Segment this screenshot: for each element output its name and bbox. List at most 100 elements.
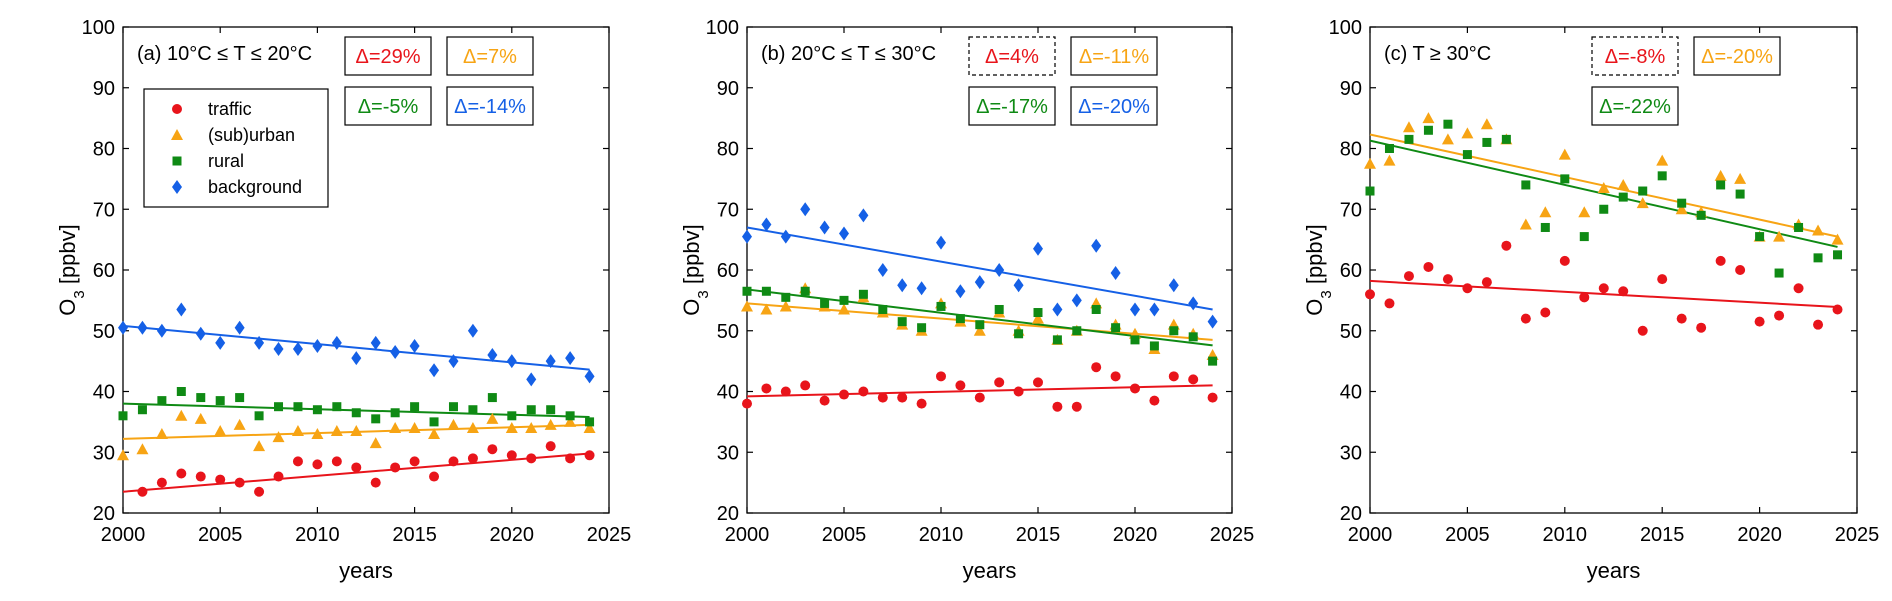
- data-point-rural: [312, 405, 322, 415]
- data-point-background: [506, 354, 517, 369]
- data-point-rural: [1111, 323, 1121, 333]
- panel-1: 20 30 40 50 60 70 80 90 100 2000 2005 2010 2015 2020 2…: [55, 17, 631, 583]
- data-point-suburban: [117, 449, 129, 461]
- data-point-background: [1168, 278, 1179, 293]
- data-point-background: [1207, 314, 1218, 329]
- data-point-suburban: [779, 300, 792, 312]
- data-point-rural: [936, 301, 946, 311]
- data-point-rural: [1794, 222, 1804, 232]
- x-tick-label: 2005: [198, 524, 243, 546]
- data-point-background: [156, 323, 167, 338]
- data-point-rural: [1384, 144, 1394, 153]
- series-rural: [118, 387, 595, 427]
- y-axis-label: O3 [ppbv]: [1302, 224, 1335, 316]
- legend-label-traffic: traffic: [208, 99, 252, 119]
- data-point-traffic: [254, 486, 265, 497]
- data-point-background: [1130, 302, 1140, 317]
- data-point-traffic: [1033, 377, 1043, 388]
- data-point-rural: [487, 393, 497, 403]
- series-suburban: [117, 409, 596, 461]
- data-point-background: [742, 229, 752, 244]
- data-point-background: [1188, 296, 1199, 311]
- data-point-rural: [1423, 125, 1433, 135]
- data-point-rural: [820, 298, 830, 308]
- delta-label-traffic: Δ=-8%: [1605, 46, 1666, 68]
- y-tick-label: 60: [1340, 260, 1362, 282]
- y-tick-label: 80: [717, 139, 739, 161]
- data-point-suburban: [1812, 224, 1825, 236]
- data-point-rural: [351, 408, 361, 418]
- y-axis-label: O3 [ppbv]: [679, 224, 712, 316]
- x-tick-label: 2015: [1640, 524, 1685, 546]
- trend-line-traffic: [1369, 279, 1838, 309]
- panel-title: (b) 20°C ≤ T ≤ 30°C: [761, 43, 936, 65]
- data-point-rural: [761, 286, 771, 296]
- delta-label-rural: Δ=-5%: [358, 96, 419, 118]
- x-tick-label: 2000: [101, 524, 146, 546]
- y-tick-label: 30: [717, 442, 739, 464]
- data-point-traffic: [565, 453, 576, 464]
- data-point-background: [312, 338, 323, 353]
- data-point-rural: [293, 402, 303, 412]
- data-point-rural: [371, 414, 381, 424]
- x-tick-label: 2020: [1737, 524, 1782, 546]
- data-point-background: [176, 302, 187, 317]
- x-tick-label: 2010: [919, 524, 964, 546]
- delta-box-rural: [1591, 86, 1679, 126]
- data-point-rural: [1130, 335, 1140, 345]
- delta-box-suburban: [446, 36, 534, 76]
- data-point-background: [429, 363, 440, 378]
- data-point-rural: [1521, 180, 1531, 190]
- legend-marker-suburban: [171, 129, 183, 140]
- data-point-suburban: [1734, 172, 1747, 184]
- data-point-rural: [196, 393, 206, 403]
- delta-label-suburban: Δ=-11%: [1079, 46, 1149, 68]
- data-point-background: [234, 320, 245, 335]
- data-point-background: [1013, 278, 1024, 293]
- data-point-suburban: [1617, 178, 1630, 190]
- data-point-suburban: [1441, 133, 1454, 145]
- data-point-background: [936, 235, 946, 250]
- data-point-suburban: [525, 421, 538, 433]
- trend-line-rural: [1369, 139, 1838, 248]
- data-point-background: [916, 281, 927, 296]
- x-tick-label: 2020: [490, 524, 535, 546]
- legend-marker-background: [172, 180, 182, 194]
- data-point-background: [1052, 302, 1063, 317]
- delta-label-rural: Δ=-22%: [1599, 96, 1671, 118]
- data-point-traffic: [936, 371, 946, 382]
- trend-line-traffic: [122, 452, 590, 493]
- data-point-traffic: [1774, 310, 1785, 321]
- data-point-traffic: [1462, 283, 1473, 294]
- data-point-rural: [1188, 332, 1198, 342]
- data-point-suburban: [233, 418, 246, 430]
- data-point-background: [331, 335, 342, 350]
- data-point-traffic: [819, 395, 830, 406]
- data-point-traffic: [1149, 395, 1160, 406]
- data-point-traffic: [1559, 255, 1570, 266]
- data-point-suburban: [311, 428, 324, 440]
- data-point-traffic: [273, 471, 284, 482]
- panel-3: 20 30 40 50 60 70 80 90 100 2000 2005 2010 2015 2020 2…: [1302, 17, 1879, 583]
- delta-box-traffic: [968, 36, 1056, 76]
- x-tick-label: 2020: [1113, 524, 1158, 546]
- data-point-background: [1071, 293, 1082, 308]
- data-point-background: [1091, 238, 1102, 253]
- data-point-suburban: [486, 412, 499, 424]
- data-point-background: [254, 335, 265, 350]
- data-point-rural: [1716, 180, 1726, 190]
- data-point-rural: [975, 320, 985, 330]
- data-point-traffic: [1754, 316, 1765, 327]
- data-point-suburban: [253, 440, 266, 452]
- data-point-background: [819, 220, 830, 235]
- data-point-traffic: [955, 380, 966, 391]
- data-point-suburban: [1831, 233, 1844, 245]
- series-traffic: [742, 362, 1218, 412]
- data-point-rural: [157, 396, 167, 406]
- data-point-background: [1033, 241, 1043, 256]
- x-tick-label: 2025: [1835, 524, 1880, 546]
- data-point-background: [409, 338, 420, 353]
- data-point-traffic: [234, 477, 245, 488]
- data-point-suburban: [973, 324, 986, 336]
- data-point-rural: [507, 411, 517, 421]
